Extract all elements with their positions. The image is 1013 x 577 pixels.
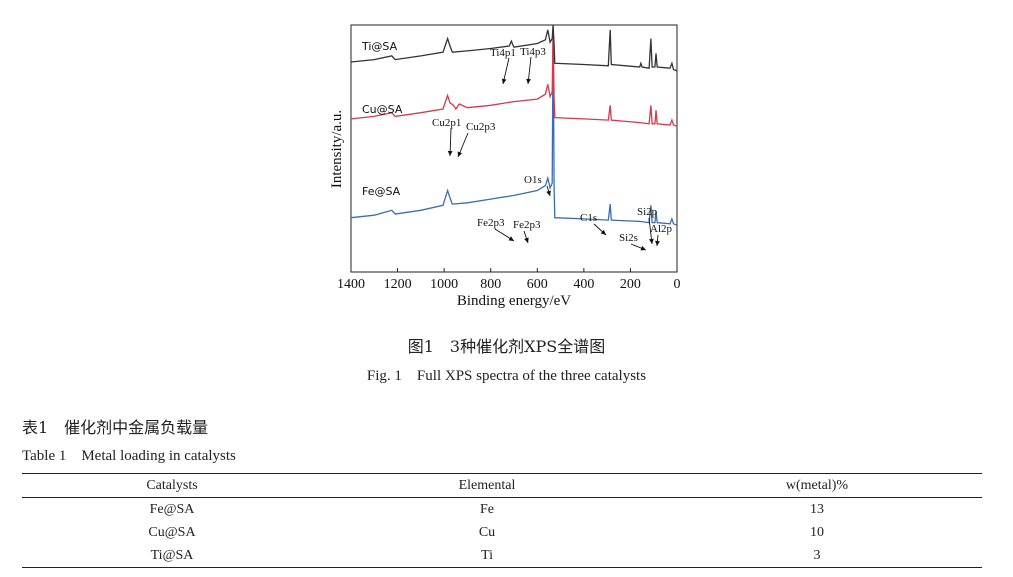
- annotation-fe2p3-b: Fe2p3: [513, 219, 541, 231]
- cell-loading: 3: [813, 547, 821, 563]
- xps-figure: 1400 1200 1000 800 600 400 200 0 Binding energy…: [329, 24, 681, 309]
- figure-caption-en: Fig. 1 Full XPS spectra of the three cat…: [366, 368, 647, 384]
- sample-label-fe: Fe@SA: [362, 185, 401, 198]
- annotation-arrowhead: [501, 78, 507, 84]
- series-line-fe: [350, 24, 678, 72]
- annotation-arrowhead: [546, 190, 551, 196]
- cell-catalyst: Fe@SA: [149, 501, 195, 517]
- cell-element: Ti: [481, 547, 493, 563]
- annotation-si2p: Si2p: [637, 206, 658, 218]
- annotation-c1s: C1s: [580, 212, 597, 224]
- annotation-arrowhead: [524, 237, 529, 243]
- x-tick-label: 1400: [337, 277, 365, 292]
- sample-label-cu: Cu@SA: [362, 103, 403, 116]
- series-line-cu: [350, 29, 678, 127]
- cell-element: Fe: [480, 501, 494, 517]
- annotation-arrowhead: [655, 240, 660, 246]
- annotation-cu2p3: Cu2p3: [466, 121, 496, 133]
- table-row: Fe@SA Fe 13: [22, 498, 982, 522]
- annotation-arrowhead: [508, 236, 514, 241]
- cell-loading: 10: [810, 524, 824, 540]
- table-title-zh: 表1 催化剂中金属负载量: [22, 418, 209, 437]
- x-axis-label: Binding energy/eV: [457, 293, 571, 309]
- annotation-arrowhead: [447, 150, 453, 156]
- table-row: Cu@SA Cu 10: [22, 521, 982, 544]
- cell-catalyst: Cu@SA: [148, 524, 196, 540]
- annotation-o1s: O1s: [524, 174, 542, 186]
- col-header-elemental: Elemental: [458, 477, 516, 493]
- plot-frame: [350, 24, 678, 273]
- annotation-arrowhead: [457, 151, 463, 157]
- x-tick-label: 0: [674, 277, 681, 292]
- cell-element: Cu: [478, 524, 496, 540]
- annotation-ti4p1: Ti4p1: [490, 47, 516, 59]
- x-tick-label: 200: [620, 277, 641, 292]
- table-header-row: Catalysts Elemental w(metal)%: [22, 473, 982, 498]
- y-axis-label: Intensity/a.u.: [329, 110, 345, 188]
- cell-catalyst: Ti@SA: [150, 547, 194, 563]
- x-tick-label: 1200: [384, 277, 412, 292]
- cell-loading: 13: [810, 501, 824, 517]
- x-tick-label: 600: [527, 277, 548, 292]
- x-tick-label: 800: [480, 277, 501, 292]
- col-header-catalysts: Catalysts: [146, 477, 198, 493]
- metal-loading-table: Catalysts Elemental w(metal)% Fe@SA Fe 1…: [22, 473, 982, 568]
- annotation-arrowhead: [526, 78, 531, 84]
- x-tick-label: 400: [573, 277, 594, 292]
- sample-label-ti: Ti@SA: [361, 40, 398, 53]
- annotation-si2s: Si2s: [619, 232, 638, 244]
- annotation-cu2p1: Cu2p1: [432, 117, 461, 129]
- annotation-arrowhead: [640, 245, 646, 251]
- annotation-arrowhead: [649, 238, 654, 244]
- table-title-en: Table 1 Metal loading in catalysts: [22, 448, 236, 464]
- annotation-ti4p3: Ti4p3: [520, 46, 546, 58]
- annotation-arrowhead: [600, 229, 606, 235]
- figure-caption-zh: 图1 3种催化剂XPS全谱图: [407, 337, 606, 356]
- annotation-al2p: Al2p: [650, 223, 673, 235]
- x-tick-label: 1000: [430, 277, 458, 292]
- col-header-metal-loading: w(metal)%: [785, 477, 849, 493]
- annotation-fe2p3-a: Fe2p3: [477, 217, 505, 229]
- table-row: Ti@SA Ti 3: [22, 544, 982, 568]
